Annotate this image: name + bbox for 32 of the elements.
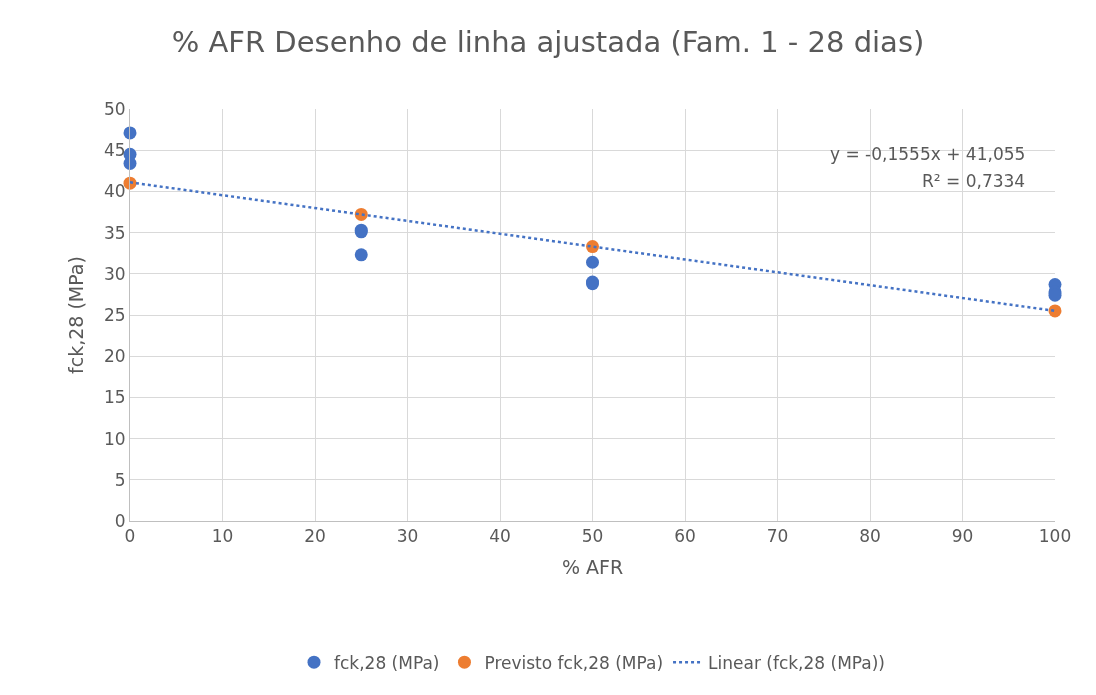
annotation: R² = 0,7334 [922, 171, 1026, 191]
legend-label: Previsto fck,28 (MPa) [484, 652, 664, 673]
y-tick-label: 40 [103, 181, 126, 202]
y-tick-label: 20 [103, 346, 126, 367]
x-tick-label: 100 [1038, 526, 1072, 547]
point [586, 255, 599, 269]
x-tick-label: 60 [674, 526, 696, 547]
point [586, 240, 599, 254]
legend-label: Linear (fck,28 (MPa)) [708, 652, 886, 673]
x-tick-label: 50 [581, 526, 604, 547]
x-tick-label: 30 [396, 526, 419, 547]
y-tick-label: 30 [103, 263, 126, 284]
x-tick-label: 10 [211, 526, 234, 547]
y-tick-label: 50 [103, 98, 126, 119]
annotation: y = -0,1555x + 41,055 [830, 144, 1026, 164]
y-tick-label: 35 [103, 222, 126, 243]
x-axis-title: % AFR [561, 556, 624, 579]
x-tick-label: 40 [489, 526, 511, 547]
y-axis-title: fck,28 (MPa) [64, 256, 87, 374]
y-tick-label: 5 [114, 469, 126, 490]
y-tick-label: 45 [103, 140, 126, 161]
y-tick-label: 0 [114, 510, 126, 531]
x-tick-label: 70 [766, 526, 789, 547]
chart-title: % AFR Desenho de linha ajustada (Fam. 1 - 28 dias) [171, 24, 925, 59]
y-tick-label: 15 [103, 387, 126, 408]
y-tick-label: 25 [103, 304, 126, 325]
x-tick-label: 20 [304, 526, 326, 547]
legend-label: fck,28 (MPa) [334, 652, 440, 673]
y-tick-label: 10 [103, 428, 126, 449]
point [354, 248, 368, 262]
x-tick-label: 80 [859, 526, 881, 547]
x-tick-label: 90 [951, 526, 974, 547]
